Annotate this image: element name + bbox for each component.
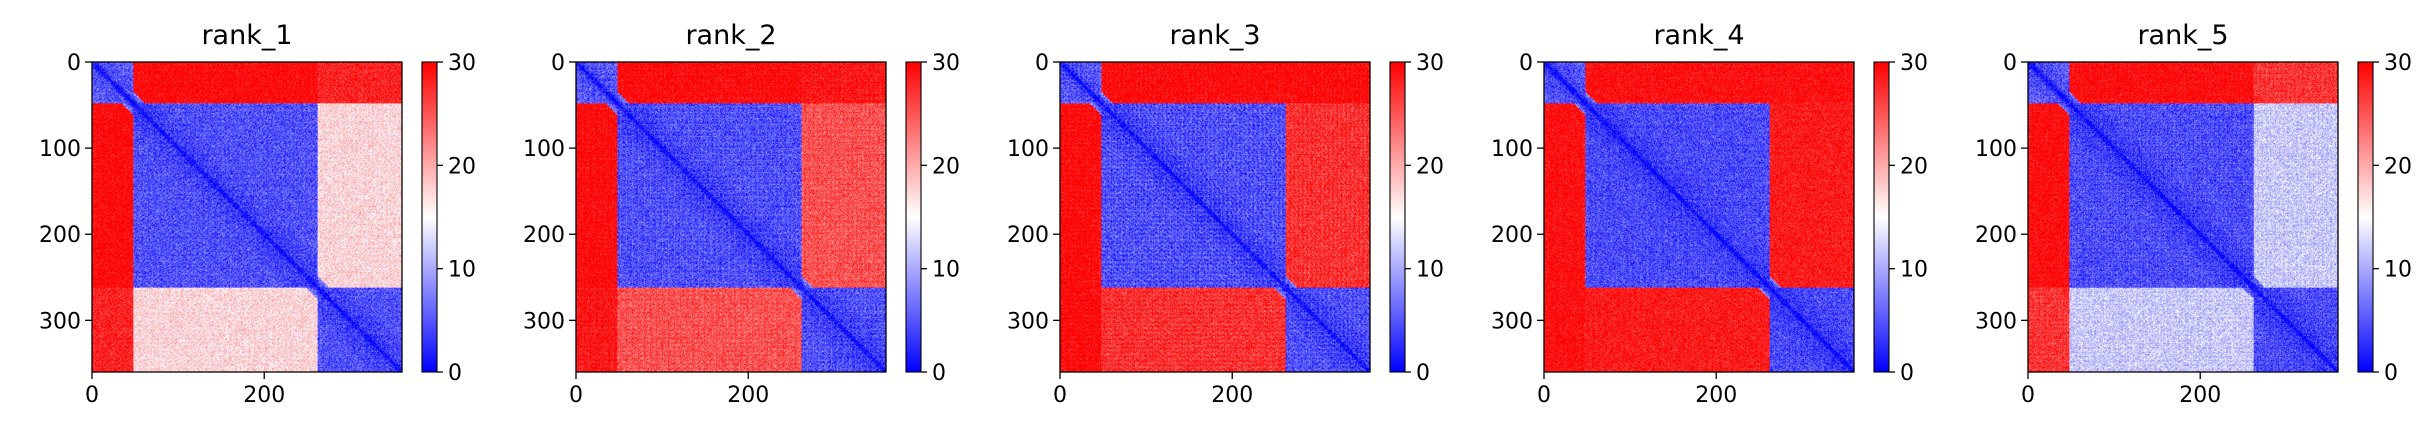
heatmap-image [92,62,402,372]
colorbar-tick-label: 10 [1900,258,1928,283]
x-tick-label: 0 [2021,383,2035,408]
y-tick-label: 300 [39,309,81,334]
colorbar [1874,62,1889,372]
colorbar [1390,62,1405,372]
colorbar-tick-label: 10 [1416,258,1444,283]
colorbar-tick-label: 0 [448,361,462,386]
axes-frame [91,61,403,373]
heatmap-panel: rank_2 0 200 0 100 200 300 0 10 20 30 [523,20,960,408]
y-tick-label: 100 [1975,137,2017,162]
heatmap-panel: rank_1 0 200 0 100 200 300 0 10 20 30 [39,20,476,408]
y-tick-label: 0 [1519,51,1533,76]
colorbar-tick-label: 10 [448,258,476,283]
colorbar-tick-label: 10 [2384,258,2412,283]
colorbar-tick-label: 0 [1416,361,1430,386]
x-tick-label: 0 [85,383,99,408]
y-tick-label: 200 [523,223,565,248]
x-tick-label: 0 [1053,383,1067,408]
colorbar [906,62,921,372]
x-tick-label: 200 [243,383,285,408]
axes-frame [2027,61,2339,373]
y-tick-label: 300 [523,309,565,334]
y-tick-label: 200 [1491,223,1533,248]
colorbar-tick-label: 0 [932,361,946,386]
y-tick-label: 300 [1975,309,2017,334]
y-tick-label: 100 [1491,137,1533,162]
x-tick-label: 200 [1695,383,1737,408]
colorbar-tick-label: 30 [448,51,476,76]
axes-frame [1059,61,1371,373]
colorbar-frame [1389,61,1406,373]
x-tick-label: 0 [569,383,583,408]
colorbar-tick-label: 30 [932,51,960,76]
heatmap-panel: rank_4 0 200 0 100 200 300 0 10 20 30 [1491,20,1928,408]
colorbar-frame [421,61,438,373]
colorbar-tick-label: 20 [1900,154,1928,179]
colorbar-frame [1873,61,1890,373]
panel-title: rank_1 [201,20,292,51]
heatmap-image [576,62,886,372]
panel-title: rank_3 [1169,20,1260,51]
colorbar-tick-label: 30 [2384,51,2412,76]
y-tick-label: 100 [523,137,565,162]
x-tick-label: 0 [1537,383,1551,408]
y-tick-label: 300 [1491,309,1533,334]
heatmap-image [1060,62,1370,372]
colorbar-tick-label: 0 [1900,361,1914,386]
y-tick-label: 0 [551,51,565,76]
x-tick-label: 200 [727,383,769,408]
y-tick-label: 300 [1007,309,1049,334]
colorbar-tick-label: 20 [448,154,476,179]
x-tick-label: 200 [1211,383,1253,408]
heatmap-panel: rank_3 0 200 0 100 200 300 0 10 20 30 [1007,20,1444,408]
colorbar-tick-label: 20 [1416,154,1444,179]
heatmap-panel: rank_5 0 200 0 100 200 300 0 10 20 30 [1975,20,2412,408]
colorbar [422,62,437,372]
colorbar-frame [905,61,922,373]
colorbar-tick-label: 30 [1416,51,1444,76]
y-tick-label: 0 [1035,51,1049,76]
colorbar [2358,62,2373,372]
x-tick-label: 200 [2179,383,2221,408]
y-tick-label: 200 [1975,223,2017,248]
panel-title: rank_2 [685,20,776,51]
y-tick-label: 0 [67,51,81,76]
y-tick-label: 0 [2003,51,2017,76]
y-tick-label: 100 [39,137,81,162]
colorbar-tick-label: 20 [2384,154,2412,179]
panel-title: rank_4 [1653,20,1744,51]
colorbar-tick-label: 10 [932,258,960,283]
axes-frame [575,61,887,373]
y-tick-label: 200 [39,223,81,248]
colorbar-tick-label: 20 [932,154,960,179]
heatmap-image [2028,62,2338,372]
colorbar-tick-label: 30 [1900,51,1928,76]
colorbar-frame [2357,61,2374,373]
y-tick-label: 200 [1007,223,1049,248]
heatmap-image [1544,62,1854,372]
panel-title: rank_5 [2137,20,2228,51]
y-tick-label: 100 [1007,137,1049,162]
colorbar-tick-label: 0 [2384,361,2398,386]
axes-frame [1543,61,1855,373]
